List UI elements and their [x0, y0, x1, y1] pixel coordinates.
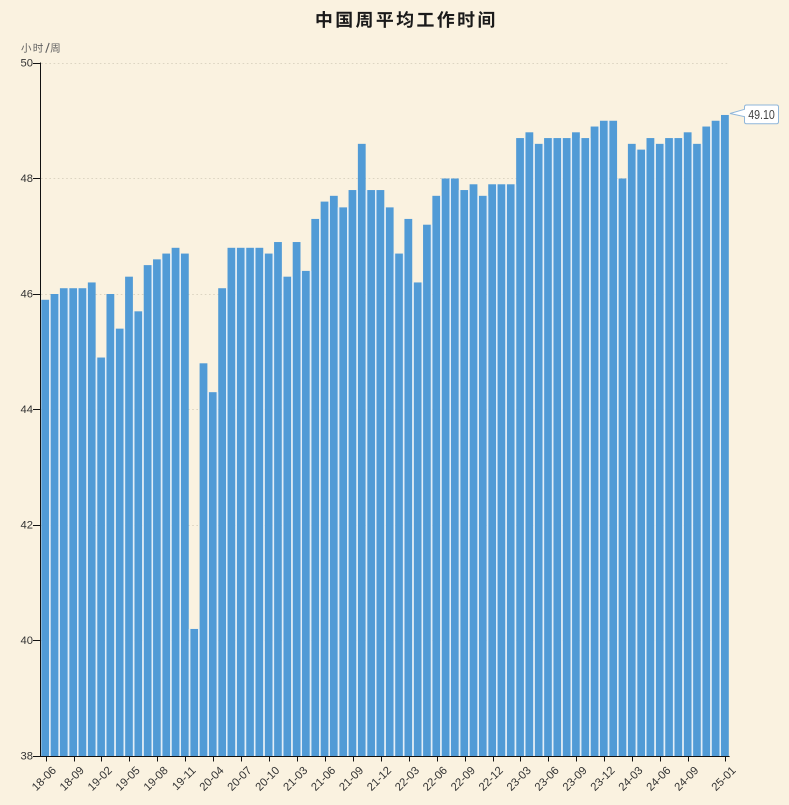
svg-text:42: 42	[21, 520, 33, 532]
svg-text:49.10: 49.10	[748, 107, 775, 122]
svg-text:38: 38	[21, 751, 33, 763]
svg-text:44: 44	[21, 404, 33, 416]
svg-text:48: 48	[21, 173, 33, 185]
svg-text:46: 46	[21, 289, 33, 301]
svg-text:50: 50	[21, 58, 33, 70]
svg-text:40: 40	[21, 635, 33, 647]
